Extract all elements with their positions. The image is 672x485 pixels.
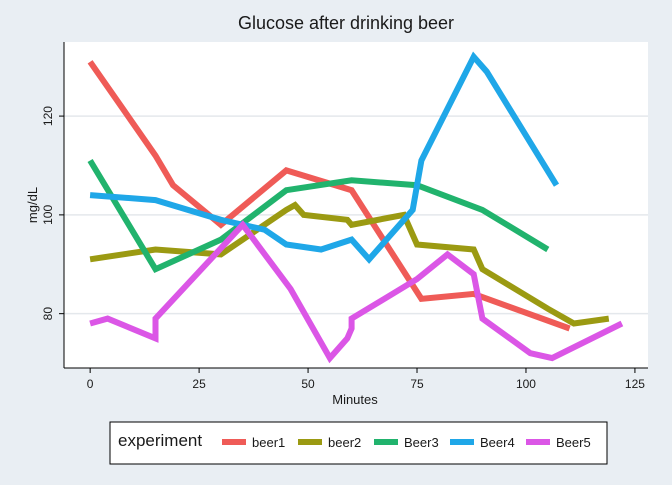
- y-tick-label: 100: [41, 205, 55, 225]
- x-tick-label: 25: [192, 377, 206, 391]
- legend: experiment beer1 beer2 Beer3 Beer4 Beer5: [109, 421, 608, 465]
- x-tick-label: 100: [516, 377, 536, 391]
- legend-label: beer2: [328, 435, 361, 450]
- x-tick-label: 125: [625, 377, 645, 391]
- x-tick-label: 0: [87, 377, 94, 391]
- legend-item: beer1: [222, 435, 285, 450]
- legend-label: Beer5: [556, 435, 591, 450]
- series-line-beer3: [87, 158, 550, 274]
- legend-box: [109, 421, 608, 465]
- series-line-beer5: [89, 220, 624, 364]
- x-axis-label: Minutes: [332, 392, 378, 407]
- legend-label: Beer3: [404, 435, 439, 450]
- series-line-beer4: [89, 51, 560, 264]
- series-line-beer2: [89, 201, 610, 327]
- legend-item: beer2: [298, 435, 361, 450]
- legend-item: Beer3: [374, 435, 439, 450]
- y-tick-label: 80: [41, 307, 55, 321]
- x-tick-label: 50: [301, 377, 315, 391]
- legend-item: Beer4: [450, 435, 515, 450]
- axes: 0 25 50 75 100 125 80 100 120: [41, 42, 648, 391]
- series-lines: [87, 51, 624, 364]
- legend-title: experiment: [118, 431, 202, 450]
- y-axis-label: mg/dL: [25, 187, 40, 223]
- x-tick-label: 75: [410, 377, 424, 391]
- y-tick-label: 120: [41, 106, 55, 126]
- legend-label: Beer4: [480, 435, 515, 450]
- legend-item: Beer5: [526, 435, 591, 450]
- legend-label: beer1: [252, 435, 285, 450]
- chart-title: Glucose after drinking beer: [238, 13, 454, 33]
- series-line-beer1: [87, 60, 571, 332]
